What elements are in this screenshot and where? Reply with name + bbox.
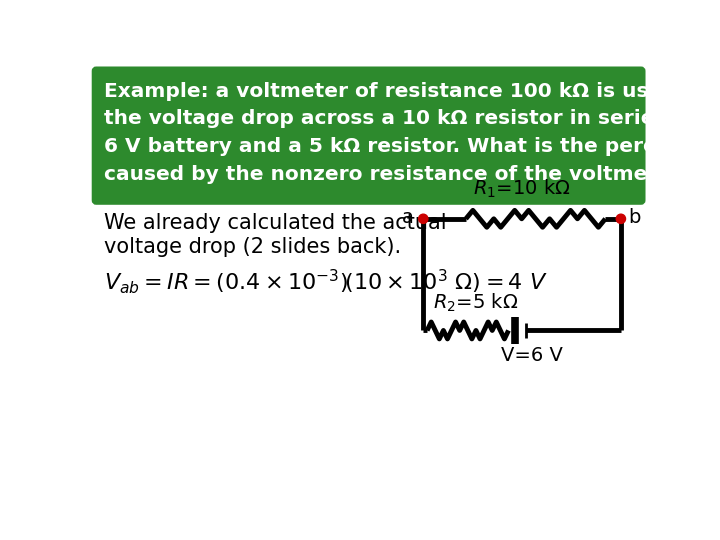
- Text: caused by the nonzero resistance of the voltmeter?: caused by the nonzero resistance of the …: [104, 165, 693, 184]
- Text: the voltage drop across a 10 kΩ resistor in series with an ideal: the voltage drop across a 10 kΩ resistor…: [104, 110, 720, 129]
- Circle shape: [418, 214, 428, 224]
- Text: Example: a voltmeter of resistance 100 kΩ is used to measure: Example: a voltmeter of resistance 100 k…: [104, 82, 720, 101]
- Text: b: b: [629, 208, 641, 227]
- FancyBboxPatch shape: [93, 68, 644, 204]
- Text: V=6 V: V=6 V: [501, 346, 563, 365]
- Text: $V_{ab} = IR = \left(0.4\times10^{-3}\right)\!\left(10\times10^{3}\ \Omega\right: $V_{ab} = IR = \left(0.4\times10^{-3}\ri…: [104, 267, 548, 296]
- Text: voltage drop (2 slides back).: voltage drop (2 slides back).: [104, 237, 401, 257]
- Text: $R_1$=10 kΩ: $R_1$=10 kΩ: [473, 178, 571, 200]
- Circle shape: [616, 214, 626, 224]
- Text: We already calculated the actual: We already calculated the actual: [104, 213, 446, 233]
- Text: 6 V battery and a 5 kΩ resistor. What is the percent error: 6 V battery and a 5 kΩ resistor. What is…: [104, 137, 720, 156]
- Text: a: a: [402, 208, 414, 227]
- Text: $R_2$=5 kΩ: $R_2$=5 kΩ: [433, 291, 518, 314]
